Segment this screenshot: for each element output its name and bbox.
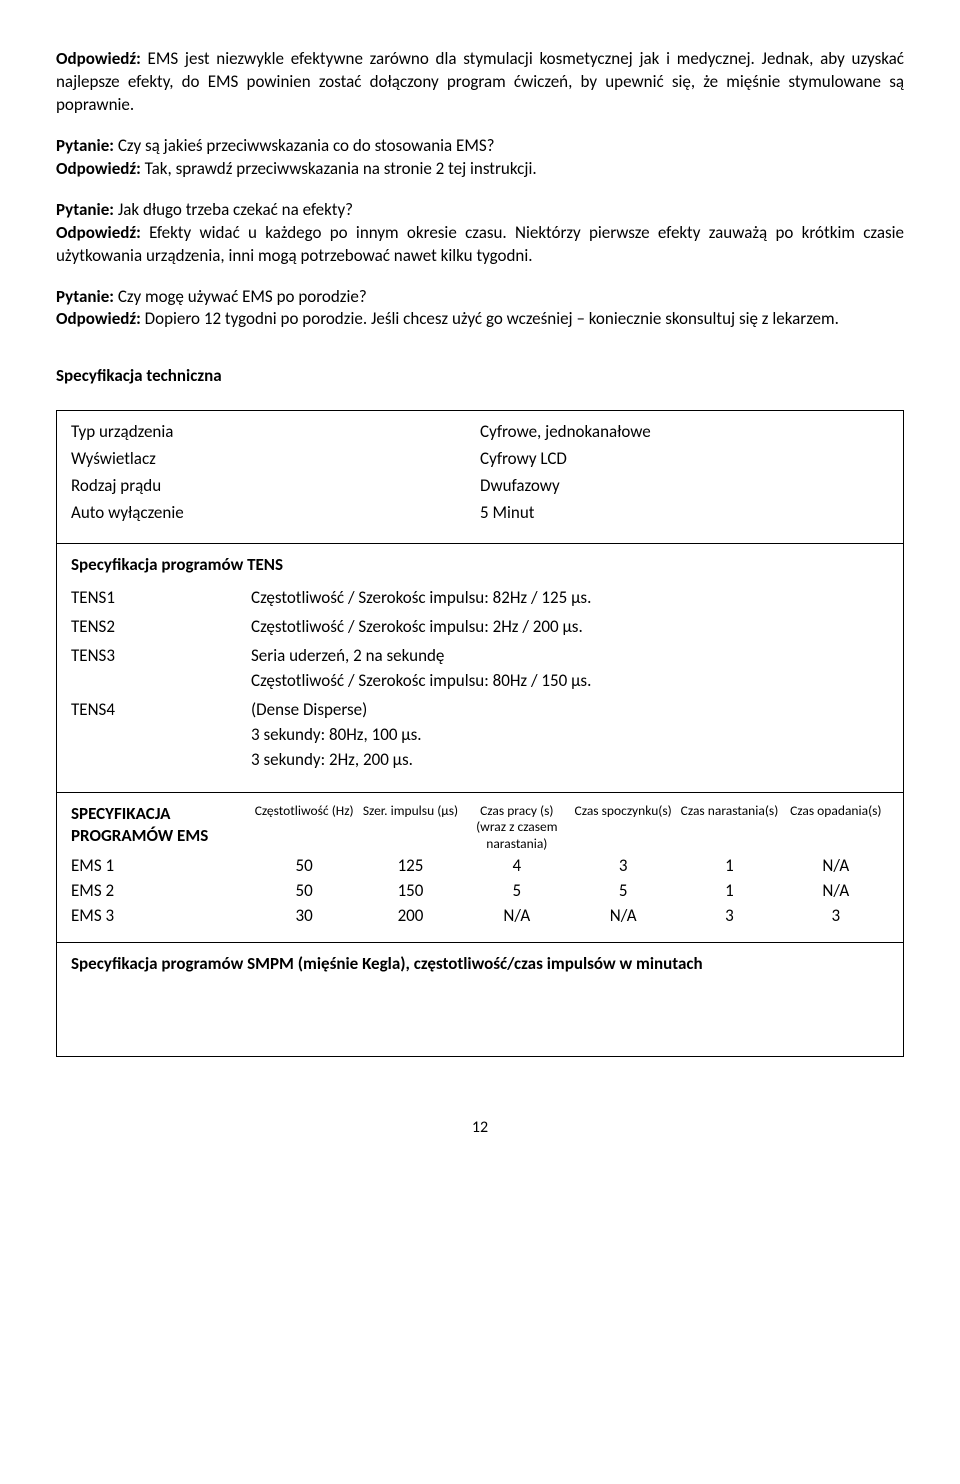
ems-cell: 200: [357, 905, 463, 928]
question-label: Pytanie:: [56, 135, 114, 156]
question-text: Czy są jakieś przeciwwskazania co do sto…: [114, 135, 495, 156]
ems-cell: 3: [783, 905, 889, 928]
ems-cell: N/A: [464, 905, 570, 928]
ems-row-label: EMS 2: [71, 880, 251, 903]
spec-tech-heading: Specyfikacja techniczna: [56, 365, 904, 388]
ems-cell: 3: [676, 905, 782, 928]
table-row: Auto wyłączenie 5 Minut: [71, 502, 889, 525]
ems-col-header: Czas spoczynku(s): [570, 803, 676, 854]
ems-cell: N/A: [570, 905, 676, 928]
table-row: TENS2 Częstotliwość / Szerokośc impulsu:…: [71, 616, 889, 641]
ems-row-label: EMS 1: [71, 855, 251, 878]
answer-label: Odpowiedź:: [56, 308, 141, 329]
ems-cell: 50: [251, 880, 357, 903]
spec-key: Typ urządzenia: [71, 421, 480, 444]
spec-value: 5 Minut: [480, 502, 889, 525]
question-label: Pytanie:: [56, 199, 114, 220]
table-row: TENS4 (Dense Disperse) 3 sekundy: 80Hz, …: [71, 699, 889, 774]
question-label: Pytanie:: [56, 286, 114, 307]
spec-key: Rodzaj prądu: [71, 475, 480, 498]
ems-col-header: Czas opadania(s): [783, 803, 889, 854]
ems-cell: 5: [570, 880, 676, 903]
table-row: EMS 3 30 200 N/A N/A 3 3: [71, 905, 889, 928]
ems-cell: N/A: [783, 880, 889, 903]
spec-value: Cyfrowy LCD: [480, 448, 889, 471]
table-row: Wyświetlacz Cyfrowy LCD: [71, 448, 889, 471]
spec-table: Typ urządzenia Cyfrowe, jednokanałowe Wy…: [56, 410, 904, 1057]
ems-cell: 125: [357, 855, 463, 878]
faq-item: Pytanie: Czy mogę używać EMS po porodzie…: [56, 286, 904, 332]
tens-program-name: TENS3: [71, 645, 251, 668]
answer-label: Odpowiedź:: [56, 158, 141, 179]
spec-value: Cyfrowe, jednokanałowe: [480, 421, 889, 444]
ems-column-headers: Częstotliwość (Hz) Szer. impulsu (μs) Cz…: [251, 803, 889, 854]
tens-program-value: (Dense Disperse) 3 sekundy: 80Hz, 100 μs…: [251, 699, 889, 774]
ems-col-header: Szer. impulsu (μs): [357, 803, 463, 854]
tens-program-name: TENS1: [71, 587, 251, 610]
spec-smpm-cell: Specyfikacja programów SMPM (mięśnie Keg…: [57, 943, 904, 1057]
spec-ems-cell: SPECYFIKACJA PROGRAMÓW EMS Częstotliwość…: [57, 792, 904, 942]
answer-text: Tak, sprawdź przeciwwskazania na stronie…: [141, 158, 537, 179]
ems-col-header: Czas pracy (s) (wraz z czasem narastania…: [464, 803, 570, 854]
ems-cell: 4: [464, 855, 570, 878]
ems-cell: 50: [251, 855, 357, 878]
question-text: Czy mogę używać EMS po porodzie?: [114, 286, 367, 307]
ems-header-row: SPECYFIKACJA PROGRAMÓW EMS Częstotliwość…: [71, 803, 889, 854]
answer-label: Odpowiedź:: [56, 222, 141, 243]
spec-key: Wyświetlacz: [71, 448, 480, 471]
ems-row-label: EMS 3: [71, 905, 251, 928]
tens-program-value: Seria uderzeń, 2 na sekundę Częstotliwoś…: [251, 645, 889, 695]
tens-program-name: TENS2: [71, 616, 251, 639]
answer-text: EMS jest niezwykle efektywne zarówno dla…: [56, 48, 904, 115]
smpm-heading: Specyfikacja programów SMPM (mięśnie Keg…: [71, 953, 889, 976]
table-row: TENS1 Częstotliwość / Szerokośc impulsu:…: [71, 587, 889, 612]
ems-cell: 30: [251, 905, 357, 928]
tens-heading: Specyfikacja programów TENS: [71, 554, 889, 577]
ems-cell: 1: [676, 855, 782, 878]
faq-item: Pytanie: Jak długo trzeba czekać na efek…: [56, 199, 904, 268]
ems-heading: SPECYFIKACJA PROGRAMÓW EMS: [71, 803, 251, 847]
question-text: Jak długo trzeba czekać na efekty?: [114, 199, 353, 220]
ems-cell: 1: [676, 880, 782, 903]
answer-label: Odpowiedź:: [56, 48, 141, 69]
table-row: TENS3 Seria uderzeń, 2 na sekundę Często…: [71, 645, 889, 695]
tens-program-value: Częstotliwość / Szerokośc impulsu: 82Hz …: [251, 587, 889, 612]
table-row: Rodzaj prądu Dwufazowy: [71, 475, 889, 498]
spec-tens-cell: Specyfikacja programów TENS TENS1 Często…: [57, 544, 904, 793]
tens-program-name: TENS4: [71, 699, 251, 722]
spec-kv-cell: Typ urządzenia Cyfrowe, jednokanałowe Wy…: [57, 411, 904, 544]
table-row: EMS 1 50 125 4 3 1 N/A: [71, 855, 889, 878]
faq-item: Odpowiedź: EMS jest niezwykle efektywne …: [56, 48, 904, 117]
spec-key: Auto wyłączenie: [71, 502, 480, 525]
faq-item: Pytanie: Czy są jakieś przeciwwskazania …: [56, 135, 904, 181]
answer-text: Efekty widać u każdego po innym okresie …: [56, 222, 904, 266]
page-number: 12: [56, 1117, 904, 1139]
answer-text: Dopiero 12 tygodni po porodzie. Jeśli ch…: [141, 308, 839, 329]
ems-cell: 3: [570, 855, 676, 878]
ems-col-header: Częstotliwość (Hz): [251, 803, 357, 854]
spec-value: Dwufazowy: [480, 475, 889, 498]
ems-cell: 5: [464, 880, 570, 903]
table-row: Typ urządzenia Cyfrowe, jednokanałowe: [71, 421, 889, 444]
ems-cell: N/A: [783, 855, 889, 878]
ems-col-header: Czas narastania(s): [676, 803, 782, 854]
tens-program-value: Częstotliwość / Szerokośc impulsu: 2Hz /…: [251, 616, 889, 641]
table-row: EMS 2 50 150 5 5 1 N/A: [71, 880, 889, 903]
ems-cell: 150: [357, 880, 463, 903]
